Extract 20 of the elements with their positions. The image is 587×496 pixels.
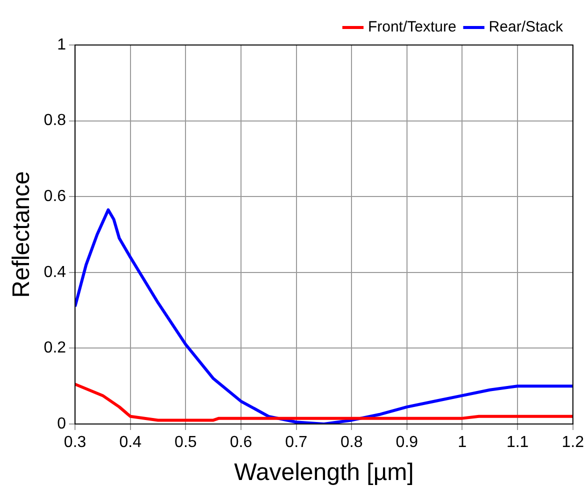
- x-tick-label: 0.3: [64, 434, 86, 452]
- y-tick-label: 0.6: [44, 188, 66, 206]
- x-tick-label: 1: [458, 434, 467, 452]
- y-tick-label: 0.4: [44, 264, 66, 281]
- y-tick-label: 0.2: [44, 340, 66, 357]
- x-tick-label: 0.6: [230, 434, 252, 452]
- y-tick-label: 0.8: [44, 112, 66, 130]
- x-tick-label: 0.9: [396, 434, 418, 452]
- x-tick-label: 1.2: [562, 434, 584, 452]
- x-tick-label: 0.7: [285, 434, 308, 452]
- x-tick-label: 1.1: [506, 434, 529, 452]
- x-tick-label: 0.8: [340, 434, 363, 452]
- legend-label: Rear/Stack: [488, 18, 564, 36]
- legend-label: Front/Texture: [368, 18, 456, 36]
- x-tick-label: 0.5: [174, 434, 197, 452]
- y-axis-title: Reflectance: [8, 171, 36, 298]
- x-axis-title: Wavelength [µm]: [234, 459, 414, 486]
- y-tick-label: 0: [57, 415, 66, 432]
- x-tick-label: 0.4: [119, 434, 142, 452]
- y-tick-label: 1: [57, 36, 66, 54]
